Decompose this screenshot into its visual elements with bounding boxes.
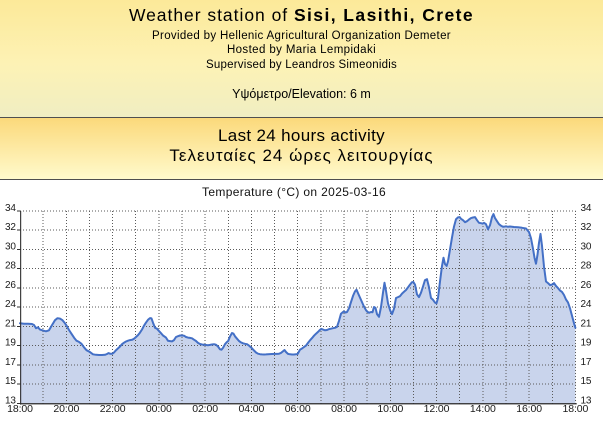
svg-text:04:00: 04:00 [239, 403, 265, 415]
svg-text:32: 32 [5, 222, 16, 233]
svg-text:16:00: 16:00 [516, 403, 542, 415]
svg-text:17: 17 [5, 357, 16, 368]
svg-text:22:00: 22:00 [100, 403, 126, 415]
svg-text:24: 24 [5, 299, 16, 310]
svg-text:32: 32 [581, 222, 592, 233]
svg-text:12:00: 12:00 [424, 403, 450, 415]
svg-text:18:00: 18:00 [563, 403, 589, 415]
svg-text:26: 26 [581, 280, 592, 291]
svg-text:13: 13 [5, 395, 16, 406]
svg-text:Temperature (°C) on 2025-03-16: Temperature (°C) on 2025-03-16 [202, 185, 386, 199]
svg-text:17: 17 [581, 357, 592, 368]
svg-text:20:00: 20:00 [53, 403, 79, 415]
svg-text:30: 30 [5, 242, 16, 253]
svg-text:15: 15 [581, 376, 592, 387]
svg-text:19: 19 [581, 338, 592, 349]
svg-text:21: 21 [5, 318, 16, 329]
svg-text:28: 28 [5, 261, 16, 272]
svg-text:21: 21 [581, 318, 592, 329]
svg-text:26: 26 [5, 280, 16, 291]
svg-text:34: 34 [5, 203, 16, 214]
svg-text:30: 30 [581, 242, 592, 253]
svg-text:08:00: 08:00 [331, 403, 357, 415]
svg-text:02:00: 02:00 [192, 403, 218, 415]
svg-text:24: 24 [581, 299, 592, 310]
svg-text:14:00: 14:00 [470, 403, 496, 415]
svg-text:06:00: 06:00 [285, 403, 311, 415]
svg-text:15: 15 [5, 376, 16, 387]
svg-text:13: 13 [581, 395, 592, 406]
svg-text:18:00: 18:00 [7, 403, 33, 415]
svg-text:34: 34 [581, 203, 592, 214]
svg-text:19: 19 [5, 338, 16, 349]
svg-text:28: 28 [581, 261, 592, 272]
svg-text:00:00: 00:00 [146, 403, 172, 415]
svg-text:10:00: 10:00 [377, 403, 403, 415]
